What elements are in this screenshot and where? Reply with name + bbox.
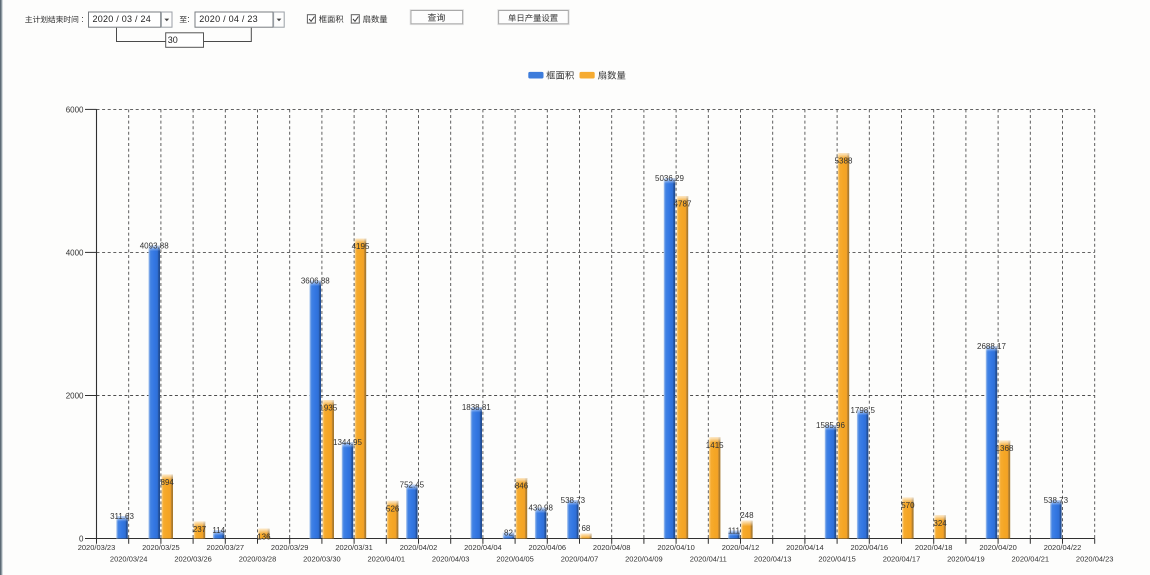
svg-text:68: 68 xyxy=(581,524,590,533)
svg-text:237: 237 xyxy=(193,525,207,534)
svg-text:2020/04/16: 2020/04/16 xyxy=(851,543,889,552)
svg-text:526: 526 xyxy=(386,504,400,513)
svg-text:2020/04/01: 2020/04/01 xyxy=(368,554,406,563)
svg-text:4000: 4000 xyxy=(66,248,84,257)
svg-text:2020/04/22: 2020/04/22 xyxy=(1044,543,1082,552)
svg-text:4195: 4195 xyxy=(352,242,370,251)
svg-text:2020/03/27: 2020/03/27 xyxy=(207,543,245,552)
svg-text:2020/04/09: 2020/04/09 xyxy=(625,554,663,563)
svg-text:111: 111 xyxy=(728,527,741,536)
svg-text:2020/03/29: 2020/03/29 xyxy=(271,543,309,552)
svg-text:2020/04/14: 2020/04/14 xyxy=(786,543,824,552)
svg-text:2020/04/07: 2020/04/07 xyxy=(561,554,599,563)
svg-text:2020/04/15: 2020/04/15 xyxy=(818,554,856,563)
svg-text:6000: 6000 xyxy=(66,105,84,114)
svg-text:2020/04/17: 2020/04/17 xyxy=(883,554,921,563)
svg-text:538.73: 538.73 xyxy=(1044,496,1069,505)
svg-text:1344.95: 1344.95 xyxy=(333,438,362,447)
svg-text:2020/03/24: 2020/03/24 xyxy=(110,554,148,563)
svg-text:2688.17: 2688.17 xyxy=(977,342,1006,351)
svg-text:2000: 2000 xyxy=(66,391,84,400)
svg-text:2020/04/03: 2020/04/03 xyxy=(432,554,470,563)
svg-text:2020 / 04 / 23: 2020 / 04 / 23 xyxy=(199,14,258,24)
svg-text:2020/04/23: 2020/04/23 xyxy=(1076,554,1114,563)
svg-text:2020/04/04: 2020/04/04 xyxy=(464,543,502,552)
svg-text:846: 846 xyxy=(515,482,529,491)
svg-text:2020/04/05: 2020/04/05 xyxy=(496,554,534,563)
svg-text:0: 0 xyxy=(79,534,84,543)
svg-text:136: 136 xyxy=(257,532,271,541)
svg-text:2020/04/06: 2020/04/06 xyxy=(529,543,567,552)
svg-text:5036.29: 5036.29 xyxy=(655,174,684,183)
svg-text:2020/03/31: 2020/03/31 xyxy=(335,543,373,552)
svg-text:2020/04/18: 2020/04/18 xyxy=(915,543,953,552)
svg-text:1368: 1368 xyxy=(996,444,1014,453)
svg-text:248: 248 xyxy=(740,511,754,520)
svg-text:2020/04/13: 2020/04/13 xyxy=(754,554,792,563)
svg-text::: : xyxy=(187,14,190,24)
svg-text:1415: 1415 xyxy=(706,441,724,450)
svg-text:2020/04/20: 2020/04/20 xyxy=(979,543,1017,552)
svg-text:2020/03/28: 2020/03/28 xyxy=(239,554,277,563)
svg-text:894: 894 xyxy=(161,478,175,487)
svg-text:2020/03/26: 2020/03/26 xyxy=(174,554,212,563)
svg-text:2020/04/10: 2020/04/10 xyxy=(657,543,695,552)
svg-text:114: 114 xyxy=(212,526,225,535)
svg-text:5388: 5388 xyxy=(835,157,853,166)
svg-text:2020/03/25: 2020/03/25 xyxy=(142,543,180,552)
svg-text:311.63: 311.63 xyxy=(110,512,134,521)
svg-text:2020/04/08: 2020/04/08 xyxy=(593,543,631,552)
svg-text:752.45: 752.45 xyxy=(400,481,425,490)
svg-text:30: 30 xyxy=(168,35,178,45)
svg-text:2020/04/02: 2020/04/02 xyxy=(400,543,438,552)
svg-text:1585.96: 1585.96 xyxy=(816,421,845,430)
svg-text:2020/04/21: 2020/04/21 xyxy=(1012,554,1050,563)
svg-text:2020 / 03 / 24: 2020 / 03 / 24 xyxy=(93,14,152,24)
svg-text:2020/04/12: 2020/04/12 xyxy=(722,543,760,552)
svg-text:2020/03/23: 2020/03/23 xyxy=(78,543,116,552)
svg-text:430.98: 430.98 xyxy=(528,504,553,513)
svg-text:538.73: 538.73 xyxy=(561,496,586,505)
svg-text:2020/04/11: 2020/04/11 xyxy=(690,554,727,563)
svg-text:4787: 4787 xyxy=(674,200,692,209)
svg-text:1798.5: 1798.5 xyxy=(850,406,875,415)
svg-text:3606.88: 3606.88 xyxy=(301,277,330,286)
svg-text:324: 324 xyxy=(933,519,947,528)
svg-text:82: 82 xyxy=(504,529,513,538)
svg-text:2020/04/19: 2020/04/19 xyxy=(947,554,985,563)
svg-text:1935: 1935 xyxy=(319,404,337,413)
svg-text:570: 570 xyxy=(901,501,915,510)
svg-text:4093.88: 4093.88 xyxy=(140,242,169,251)
svg-text:1838.81: 1838.81 xyxy=(462,403,491,412)
svg-text::: : xyxy=(81,14,84,24)
svg-text:2020/03/30: 2020/03/30 xyxy=(303,554,341,563)
